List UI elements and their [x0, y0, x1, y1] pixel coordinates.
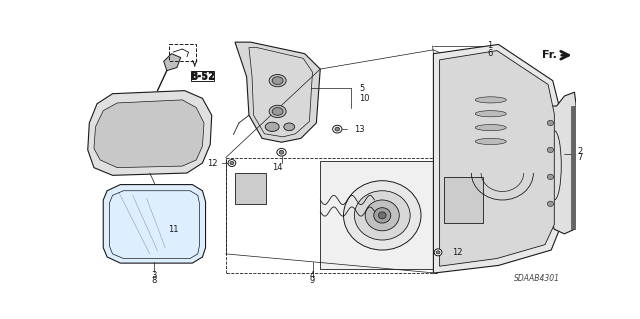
Text: 3: 3: [151, 271, 156, 280]
Polygon shape: [103, 185, 205, 263]
Text: 2: 2: [577, 147, 583, 156]
Ellipse shape: [272, 77, 283, 85]
Ellipse shape: [230, 161, 234, 165]
Polygon shape: [320, 161, 433, 269]
Text: 10: 10: [359, 94, 369, 103]
Polygon shape: [94, 100, 204, 168]
Ellipse shape: [436, 251, 440, 254]
Ellipse shape: [269, 105, 286, 118]
Text: B-52: B-52: [190, 72, 215, 82]
Text: 8: 8: [151, 276, 156, 285]
Ellipse shape: [476, 111, 506, 117]
Polygon shape: [550, 92, 576, 234]
Ellipse shape: [547, 201, 554, 206]
Text: 1: 1: [487, 41, 492, 50]
Ellipse shape: [277, 148, 286, 156]
Ellipse shape: [269, 74, 286, 87]
Ellipse shape: [272, 108, 283, 115]
Ellipse shape: [365, 200, 399, 231]
Text: 13: 13: [355, 125, 365, 134]
Ellipse shape: [476, 97, 506, 103]
Ellipse shape: [333, 125, 342, 133]
Text: SDAAB4301: SDAAB4301: [515, 274, 560, 283]
Polygon shape: [433, 44, 561, 273]
Ellipse shape: [355, 191, 410, 240]
Ellipse shape: [344, 181, 421, 250]
Text: 12: 12: [452, 248, 463, 257]
Ellipse shape: [547, 174, 554, 180]
Text: 14: 14: [271, 163, 282, 172]
Ellipse shape: [279, 150, 284, 154]
Polygon shape: [88, 91, 212, 175]
Ellipse shape: [547, 147, 554, 152]
Text: 7: 7: [577, 153, 583, 162]
Ellipse shape: [265, 122, 279, 131]
Text: B-52: B-52: [190, 71, 215, 81]
Polygon shape: [235, 173, 266, 204]
Text: 12: 12: [207, 159, 218, 167]
Polygon shape: [444, 177, 483, 223]
Text: 9: 9: [310, 276, 315, 285]
Ellipse shape: [434, 249, 442, 256]
Text: Fr.: Fr.: [541, 50, 557, 60]
Text: 11: 11: [168, 225, 179, 234]
Ellipse shape: [378, 212, 386, 219]
Ellipse shape: [476, 124, 506, 131]
Text: 5: 5: [359, 84, 364, 93]
Ellipse shape: [228, 160, 236, 167]
Ellipse shape: [476, 138, 506, 145]
Text: 4: 4: [310, 271, 315, 280]
Ellipse shape: [335, 127, 340, 131]
Text: 6: 6: [487, 49, 492, 58]
Polygon shape: [235, 42, 320, 142]
Polygon shape: [164, 54, 180, 70]
Polygon shape: [572, 106, 576, 229]
Polygon shape: [440, 51, 554, 266]
FancyBboxPatch shape: [191, 70, 214, 81]
Ellipse shape: [547, 120, 554, 126]
Ellipse shape: [284, 123, 294, 131]
Ellipse shape: [374, 208, 391, 223]
